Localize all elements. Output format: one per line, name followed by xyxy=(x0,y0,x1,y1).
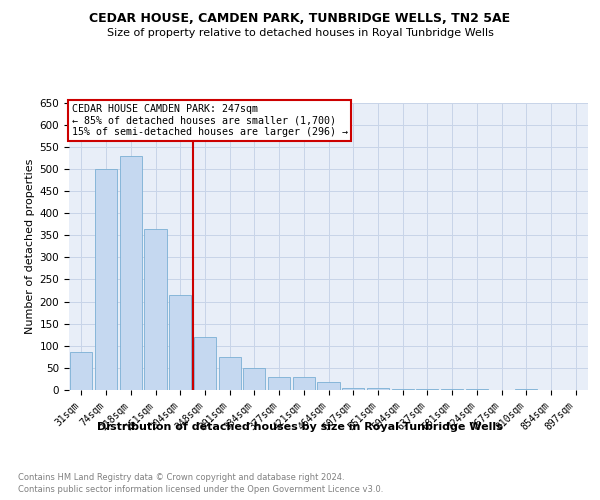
Bar xyxy=(317,382,340,390)
Bar xyxy=(169,295,191,390)
Bar xyxy=(243,368,265,390)
Bar xyxy=(392,388,414,390)
Text: CEDAR HOUSE CAMDEN PARK: 247sqm
← 85% of detached houses are smaller (1,700)
15%: CEDAR HOUSE CAMDEN PARK: 247sqm ← 85% of… xyxy=(71,104,347,137)
Bar xyxy=(95,169,117,390)
Text: Distribution of detached houses by size in Royal Tunbridge Wells: Distribution of detached houses by size … xyxy=(97,422,503,432)
Y-axis label: Number of detached properties: Number of detached properties xyxy=(25,158,35,334)
Bar xyxy=(119,156,142,390)
Bar xyxy=(293,376,315,390)
Bar xyxy=(367,388,389,390)
Bar xyxy=(268,376,290,390)
Bar xyxy=(218,357,241,390)
Text: Contains public sector information licensed under the Open Government Licence v3: Contains public sector information licen… xyxy=(18,485,383,494)
Bar xyxy=(145,228,167,390)
Text: Contains HM Land Registry data © Crown copyright and database right 2024.: Contains HM Land Registry data © Crown c… xyxy=(18,472,344,482)
Bar xyxy=(342,388,364,390)
Bar xyxy=(441,389,463,390)
Text: CEDAR HOUSE, CAMDEN PARK, TUNBRIDGE WELLS, TN2 5AE: CEDAR HOUSE, CAMDEN PARK, TUNBRIDGE WELL… xyxy=(89,12,511,26)
Text: Size of property relative to detached houses in Royal Tunbridge Wells: Size of property relative to detached ho… xyxy=(107,28,493,38)
Bar xyxy=(194,337,216,390)
Bar xyxy=(466,389,488,390)
Bar xyxy=(416,388,439,390)
Bar xyxy=(70,352,92,390)
Bar xyxy=(515,389,538,390)
